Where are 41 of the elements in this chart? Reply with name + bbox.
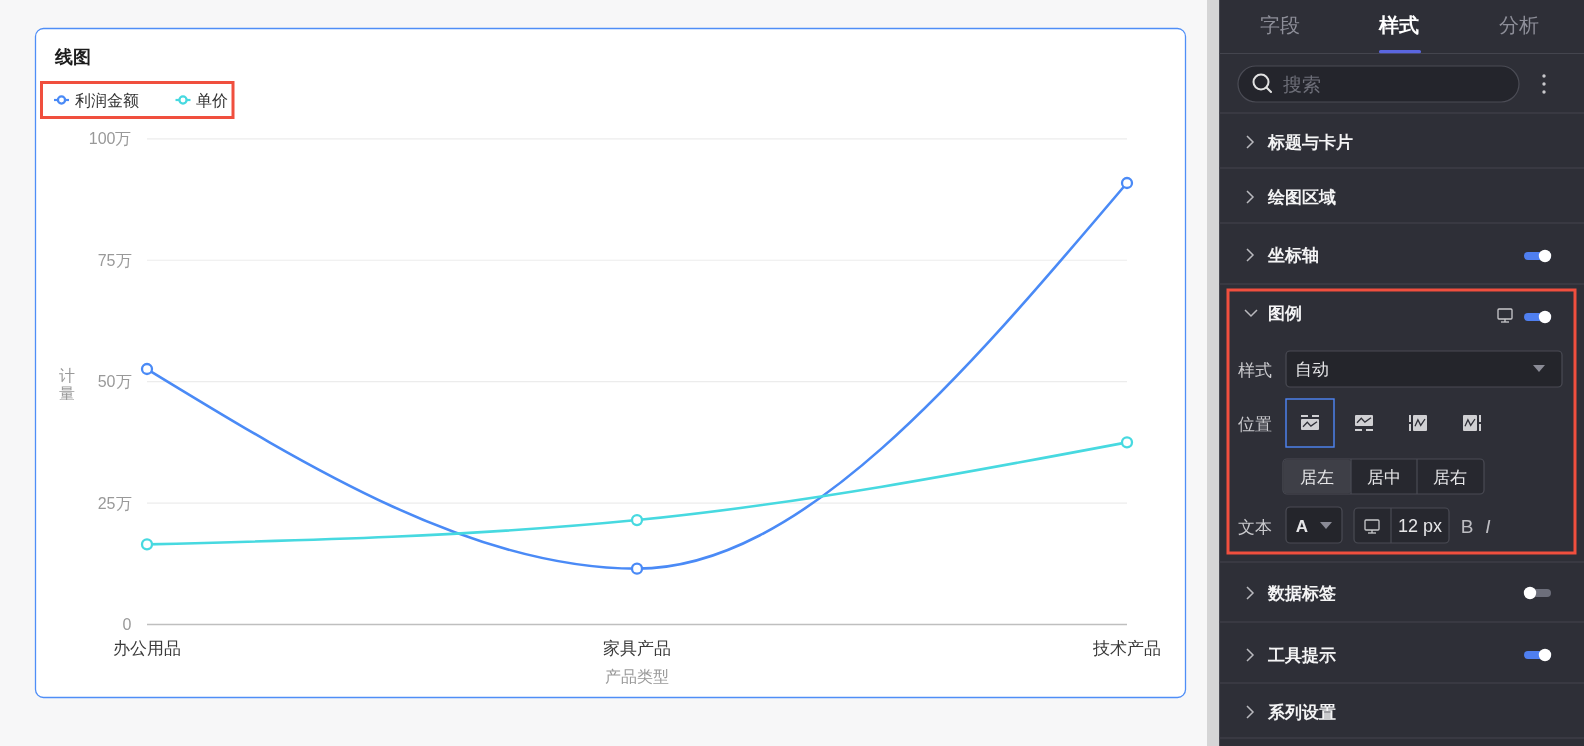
legend-label: 单价 [196,91,228,109]
point [630,562,644,575]
text: 工具提示 [1267,645,1336,665]
text: 搜索 [1283,73,1321,95]
text: 样式 [1238,360,1272,380]
x-axis-title: 产品类型 [605,668,669,685]
text: 自动 [1295,359,1329,379]
x-tick-label: 技术产品 [1092,638,1161,658]
text: 标题与卡片 [1267,132,1353,152]
y-tick-label: 25万 [97,494,132,512]
point [630,513,644,527]
y-tick-label: 0 [122,616,132,633]
y-tick-label: 75万 [97,251,132,269]
text: 样式 [1378,14,1419,36]
text: A [1295,516,1309,536]
chart-title: 线图 [54,47,91,67]
text: 图例 [1268,303,1302,323]
text: 分析 [1499,14,1539,36]
legend-label: 利润金额 [74,91,139,109]
text: 绘图区域 [1267,187,1336,207]
text: 12 px [1398,516,1443,536]
text: 坐标轴 [1267,245,1319,265]
point [1120,436,1134,449]
point [140,362,154,376]
text: 位置 [1238,414,1272,434]
text: 文本 [1238,517,1272,537]
text: 字段 [1260,14,1300,36]
y-tick-label: 100万 [88,130,132,148]
text: I [1485,515,1492,537]
y-tick-label: 50万 [97,373,132,391]
text: 系列设置 [1267,702,1336,722]
x-tick-label: 办公用品 [113,638,181,658]
text: 数据标签 [1267,583,1336,603]
text: B [1460,515,1474,537]
point [140,538,154,551]
y-axis-title: 计量 [59,366,75,402]
point [1120,176,1134,190]
text: 居中 [1367,467,1401,487]
text: 居左 [1300,467,1334,487]
x-tick-label: 家具产品 [603,638,671,658]
text: 居右 [1433,467,1467,487]
